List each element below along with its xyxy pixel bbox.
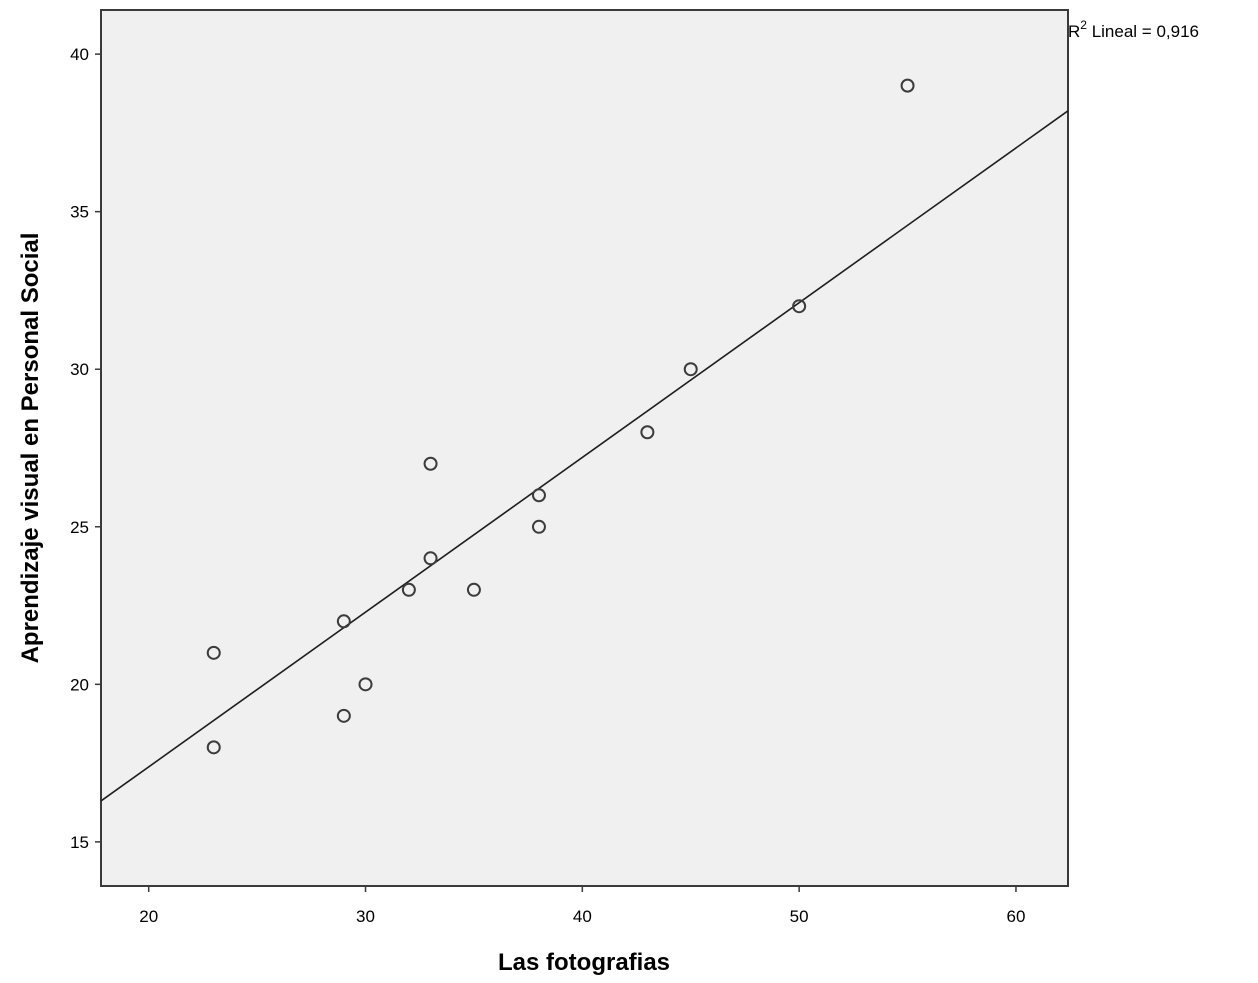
linear-fit-line [100,110,1069,802]
annotation-r-squared: R2 Lineal = 0,916 [1068,18,1199,41]
scatter-points [206,78,915,755]
scatter-point [792,299,807,314]
scatter-point [336,614,351,629]
scatter-point [206,645,221,660]
y-tick-label: 20 [70,675,89,694]
x-axis-title: Las fotografias [498,949,670,976]
y-tick-label: 40 [70,45,89,64]
scatter-point [900,78,915,93]
scatter-point [640,425,655,440]
scatter-point [401,582,416,597]
x-tick-label: 50 [790,907,809,926]
x-tick-label: 60 [1007,907,1026,926]
scatter-point [423,551,438,566]
annotation-r-base: R [1068,22,1080,41]
plot-area [100,9,1069,887]
y-tick-label: 30 [70,360,89,379]
annotation-r-superscript: 2 [1080,18,1087,32]
scatter-point [206,740,221,755]
y-tick-label: 35 [70,203,89,222]
y-axis-title: Aprendizaje visual en Personal Social [17,233,44,664]
scatter-point [683,362,698,377]
y-axis-ticks: 15 20 25 30 35 40 [70,45,101,852]
x-axis-ticks: 20 30 40 50 60 [139,886,1025,926]
annotation-r-text: Lineal = 0,916 [1087,22,1199,41]
scatter-point [531,519,546,534]
scatter-point [531,488,546,503]
y-tick-label: 15 [70,833,89,852]
x-tick-label: 30 [356,907,375,926]
x-tick-label: 40 [573,907,592,926]
x-tick-label: 20 [139,907,158,926]
scatter-point [336,708,351,723]
scatter-point [358,677,373,692]
scatter-point [423,456,438,471]
scatter-point [466,582,481,597]
y-tick-label: 25 [70,518,89,537]
